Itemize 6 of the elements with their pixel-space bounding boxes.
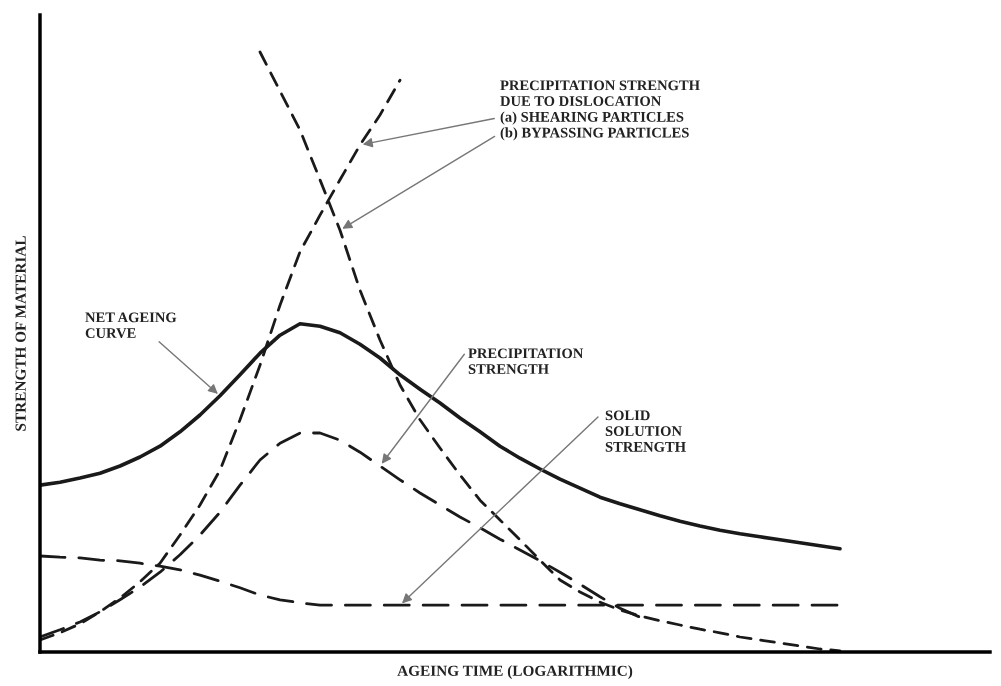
annotation: PRECIPITATION STRENGTH <box>468 348 584 375</box>
annotation: NET AGEING CURVE <box>85 312 177 339</box>
y-axis-title: STRENGTH OF MATERIAL <box>15 236 26 431</box>
annotation: PRECIPITATION STRENGTH DUE TO DISLOCATION (a) SHEARING PARTICLES (b) BYPASSING PARTICLES <box>500 80 700 141</box>
x-axis-title: AGEING TIME (LOGARITHMIC) <box>397 665 633 680</box>
annotation: SOLID SOLUTION STRENGTH <box>605 410 686 452</box>
